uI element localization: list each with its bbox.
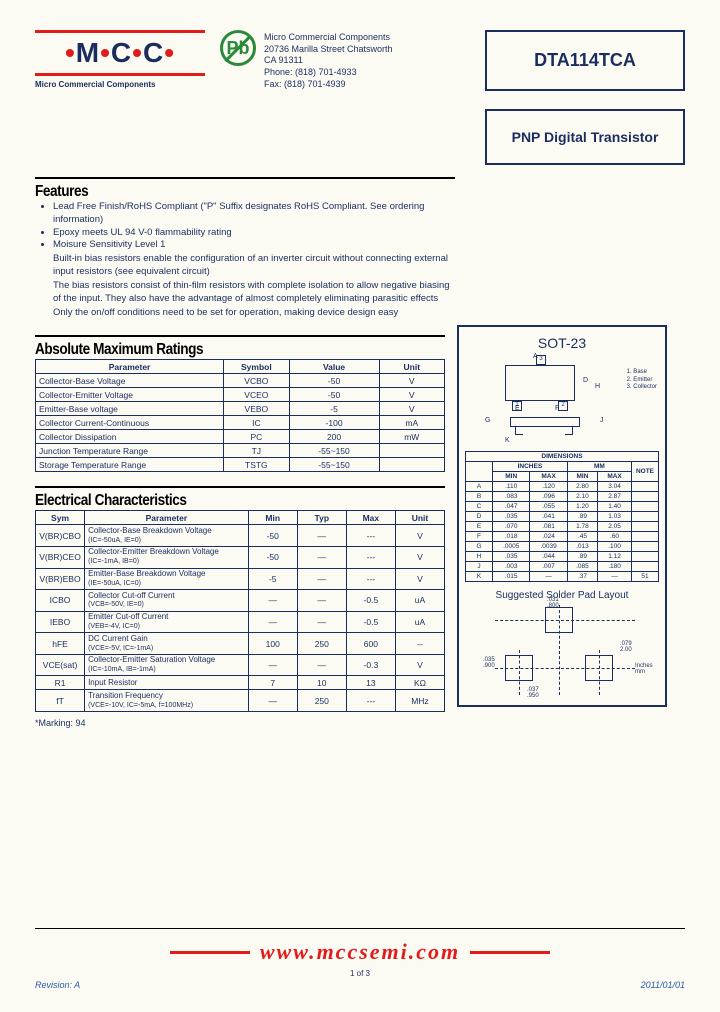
logo-text: •M•C•C• bbox=[35, 37, 205, 69]
solder-drawing: .031.800 .035.900 .0792.00 .037.950 Inch… bbox=[465, 605, 659, 695]
date-label: 2011/01/01 bbox=[641, 980, 685, 990]
features-list: Lead Free Finish/RoHS Compliant ("P" Suf… bbox=[35, 201, 455, 319]
part-type: PNP Digital Transistor bbox=[497, 129, 673, 145]
revision-label: Revision: A bbox=[35, 980, 80, 990]
table-row: Emitter-Base voltageVEBO-5V bbox=[36, 402, 445, 416]
table-row: hFEDC Current Gain(VCE=-5V, IC=-1mA)1002… bbox=[36, 633, 445, 655]
features-section: Features Lead Free Finish/RoHS Compliant… bbox=[35, 177, 455, 319]
table-header-row: Sym Parameter Min Typ Max Unit bbox=[36, 511, 445, 525]
logo-subtitle: Micro Commercial Components bbox=[35, 80, 205, 89]
table-row: E.070.0811.782.05 bbox=[466, 522, 659, 532]
package-title: SOT-23 bbox=[465, 335, 659, 351]
part-type-box: PNP Digital Transistor bbox=[485, 109, 685, 165]
ec-title: Electrical Characteristics bbox=[35, 492, 384, 510]
page-number: 1 of 3 bbox=[35, 969, 685, 978]
package-drawing: 1 2 3 A E F D H 1. Base 2. Emitter 3. Co… bbox=[465, 355, 659, 445]
pin-legend: 1. Base 2. Emitter 3. Collector bbox=[627, 369, 657, 391]
part-number-box: DTA114TCA bbox=[485, 30, 685, 91]
table-row: C.047.0551.201.40 bbox=[466, 502, 659, 512]
table-row: IEBOEmitter Cut-off Current(VEB=-4V, IC=… bbox=[36, 611, 445, 633]
solder-title: Suggested Solder Pad Layout bbox=[465, 590, 659, 601]
marking-note: *Marking: 94 bbox=[35, 718, 445, 728]
logo-block: •M•C•C• Micro Commercial Components bbox=[35, 30, 205, 165]
table-row: V(BR)EBOEmitter-Base Breakdown Voltage(I… bbox=[36, 568, 445, 590]
table-header-row: Parameter Symbol Value Unit bbox=[36, 360, 445, 374]
table-row: F.018.024.45.60 bbox=[466, 532, 659, 542]
table-row: B.083.0962.102.87 bbox=[466, 492, 659, 502]
sot-top-view: 1 2 3 bbox=[505, 365, 575, 401]
footer-url: www.mccsemi.com bbox=[35, 939, 685, 965]
table-row: J.003.007.085.180 bbox=[466, 562, 659, 572]
page-footer: www.mccsemi.com 1 of 3 Revision: A 2011/… bbox=[35, 928, 685, 990]
table-row: Collector Current-ContinuousIC-100mA bbox=[36, 416, 445, 430]
features-title: Features bbox=[35, 183, 392, 201]
table-row: Collector-Emitter VoltageVCEO-50V bbox=[36, 388, 445, 402]
package-box: SOT-23 1 2 3 A E F D H 1. Base 2. Emitte… bbox=[457, 325, 667, 707]
table-row: V(BR)CBOCollector-Base Breakdown Voltage… bbox=[36, 525, 445, 547]
address-block: Pb Micro Commercial Components 20736 Mar… bbox=[220, 30, 393, 165]
amr-table: Parameter Symbol Value Unit Collector-Ba… bbox=[35, 359, 445, 472]
table-row: V(BR)CEOCollector-Emitter Breakdown Volt… bbox=[36, 546, 445, 568]
left-column: Absolute Maximum Ratings Parameter Symbo… bbox=[35, 325, 445, 728]
mcc-logo: •M•C•C• bbox=[35, 30, 205, 76]
table-row: fTTransition Frequency(VCE=-10V, IC=-5mA… bbox=[36, 690, 445, 712]
table-row: ICBOCollector Cut-off Current(VCB=-50V, … bbox=[36, 590, 445, 612]
part-number: DTA114TCA bbox=[497, 50, 673, 71]
website-url: www.mccsemi.com bbox=[260, 939, 460, 965]
dimensions-table: DIMENSIONS INCHES MM NOTE MINMAX MINMAX … bbox=[465, 451, 659, 582]
title-boxes: DTA114TCA PNP Digital Transistor bbox=[485, 30, 685, 165]
table-row: A.110.1202.803.04 bbox=[466, 482, 659, 492]
table-row: Junction Temperature RangeTJ-55~150 bbox=[36, 444, 445, 458]
header-row: •M•C•C• Micro Commercial Components Pb M… bbox=[35, 30, 685, 165]
table-row: H.035.044.891.12 bbox=[466, 552, 659, 562]
pb-free-icon: Pb bbox=[220, 30, 256, 66]
table-row: K.015—.37—51 bbox=[466, 572, 659, 582]
table-row: Collector DissipationPC200mW bbox=[36, 430, 445, 444]
main-content: Absolute Maximum Ratings Parameter Symbo… bbox=[35, 325, 685, 728]
right-column: SOT-23 1 2 3 A E F D H 1. Base 2. Emitte… bbox=[457, 325, 667, 728]
company-address: Micro Commercial Components 20736 Marill… bbox=[264, 32, 393, 90]
table-row: R1Input Resistor71013KΩ bbox=[36, 676, 445, 690]
ec-table: Sym Parameter Min Typ Max Unit V(BR)CBOC… bbox=[35, 510, 445, 712]
table-row: Collector-Base VoltageVCBO-50V bbox=[36, 374, 445, 388]
table-row: VCE(sat)Collector-Emitter Saturation Vol… bbox=[36, 654, 445, 676]
table-row: G.0005.0039.013.100 bbox=[466, 542, 659, 552]
amr-title: Absolute Maximum Ratings bbox=[35, 341, 384, 359]
table-row: D.035.041.891.03 bbox=[466, 512, 659, 522]
table-row: Storage Temperature RangeTSTG-55~150 bbox=[36, 458, 445, 472]
sot-side-view bbox=[495, 413, 595, 439]
